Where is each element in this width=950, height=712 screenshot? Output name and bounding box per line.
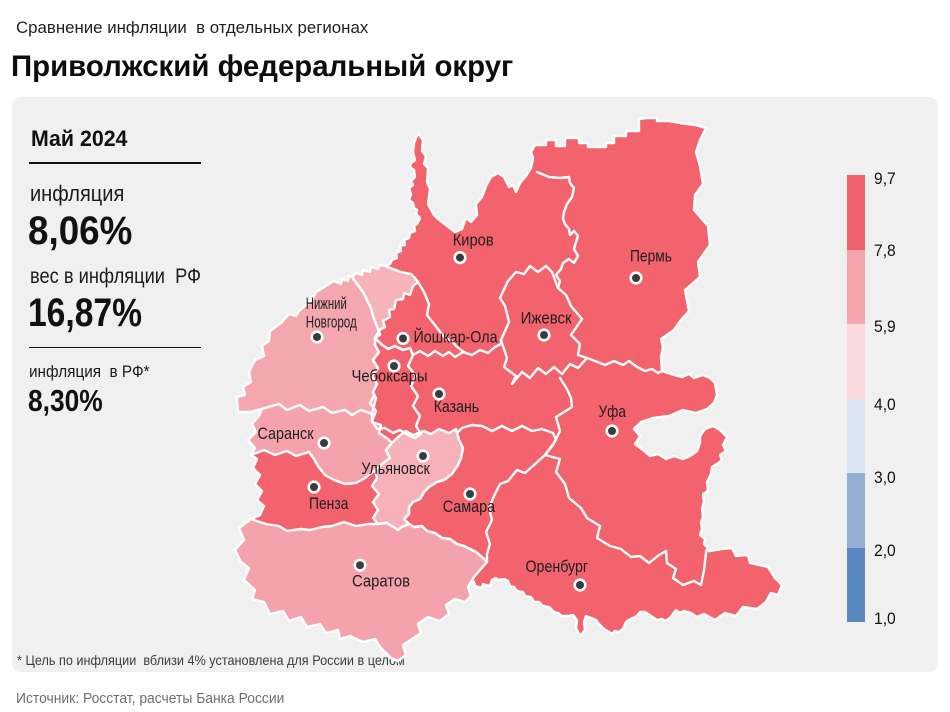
svg-text:Киров: Киров bbox=[453, 231, 494, 249]
svg-text:Нижний: Нижний bbox=[306, 295, 347, 313]
svg-text:Новгород: Новгород bbox=[306, 314, 357, 332]
svg-text:Самара: Самара bbox=[443, 498, 496, 516]
svg-text:Ульяновск: Ульяновск bbox=[361, 460, 430, 478]
svg-text:Оренбург: Оренбург bbox=[526, 558, 589, 576]
svg-text:Казань: Казань bbox=[434, 398, 480, 416]
svg-text:Пенза: Пенза bbox=[309, 495, 349, 513]
svg-text:Уфа: Уфа bbox=[599, 403, 627, 421]
svg-text:Пермь: Пермь bbox=[630, 248, 672, 266]
svg-text:Саратов: Саратов bbox=[352, 573, 410, 591]
svg-text:Ижевск: Ижевск bbox=[521, 310, 573, 328]
svg-text:Чебоксары: Чебоксары bbox=[352, 368, 428, 386]
svg-text:Саранск: Саранск bbox=[258, 425, 315, 443]
svg-text:Йошкар-Ола: Йошкар-Ола bbox=[414, 328, 499, 347]
